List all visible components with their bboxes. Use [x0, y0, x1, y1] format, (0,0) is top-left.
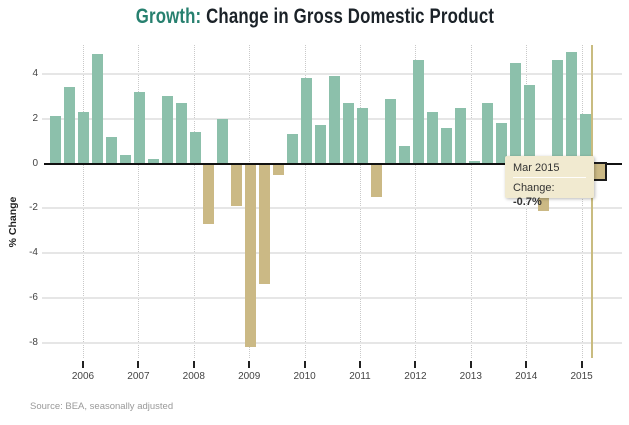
hover-crosshair-line [591, 45, 593, 358]
bar-jun-2012[interactable] [440, 127, 452, 164]
bar-jun-2014[interactable] [552, 60, 564, 164]
bar-mar-2011[interactable] [370, 163, 382, 198]
x-tick-2011 [359, 361, 361, 368]
bar-jun-2009[interactable] [273, 163, 285, 175]
bar-dec-2011[interactable] [412, 60, 424, 164]
bar-jun-2008[interactable] [217, 118, 229, 164]
bar-dec-2005[interactable] [77, 111, 89, 164]
year-gridline-2008 [193, 45, 195, 358]
bar-dec-2010[interactable] [356, 107, 368, 164]
year-gridline-2010 [304, 45, 306, 358]
bar-mar-2012[interactable] [426, 111, 438, 164]
x-tick-label-2014: 2014 [515, 371, 538, 382]
y-tick-label-0: 0 [32, 157, 38, 169]
x-tick-label-2010: 2010 [293, 371, 316, 382]
x-tick-label-2011: 2011 [349, 371, 371, 382]
bar-jun-2007[interactable] [161, 96, 173, 164]
x-tick-label-2009: 2009 [238, 371, 261, 382]
x-tick-2015 [580, 361, 583, 368]
bar-sep-2009[interactable] [287, 134, 299, 164]
y-tick-label-4: 4 [32, 67, 38, 79]
x-tick-2013 [469, 361, 472, 368]
bar-jun-2006[interactable] [105, 136, 117, 164]
bar-jun-2005[interactable] [50, 116, 61, 164]
tooltip-change-value: -0.7% [513, 196, 542, 208]
x-tick-2009 [248, 361, 251, 368]
bar-dec-2014[interactable] [580, 114, 592, 164]
year-gridline-2006 [83, 45, 84, 358]
x-tick-label-2012: 2012 [404, 371, 427, 382]
bar-jun-2011[interactable] [384, 98, 396, 164]
hover-tooltip: Mar 2015 Change: -0.7% [505, 156, 594, 208]
bar-sep-2007[interactable] [175, 103, 187, 164]
y-tick-label--4: -4 [29, 247, 38, 259]
gridline-y-4 [42, 72, 622, 75]
tooltip-divider [513, 177, 586, 178]
bar-sep-2012[interactable] [454, 107, 466, 164]
x-tick-2010 [303, 361, 306, 368]
y-tick-label-2: 2 [32, 112, 38, 124]
gridline-y--6 [42, 296, 622, 299]
year-gridline-2007 [138, 45, 140, 358]
bar-sep-2014[interactable] [566, 51, 578, 164]
x-tick-2012 [414, 361, 417, 368]
bar-mar-2010[interactable] [315, 125, 327, 164]
bar-mar-2015-highlighted[interactable] [592, 161, 608, 182]
year-gridline-2011 [360, 45, 361, 358]
zero-axis-line [44, 162, 622, 165]
year-gridline-2013 [470, 45, 472, 358]
bar-dec-2006[interactable] [133, 91, 145, 164]
bar-mar-2013[interactable] [482, 103, 494, 164]
tooltip-date: Mar 2015 [513, 162, 560, 174]
tooltip-change-label: Change: [513, 182, 555, 194]
gridline-y--8 [42, 341, 622, 344]
bar-sep-2013[interactable] [510, 62, 522, 164]
x-tick-label-2015: 2015 [570, 371, 593, 382]
bar-sep-2010[interactable] [342, 103, 354, 164]
bar-dec-2007[interactable] [189, 132, 201, 164]
x-tick-2007 [137, 361, 140, 368]
bar-sep-2008[interactable] [231, 163, 243, 207]
bar-dec-2012[interactable] [468, 161, 480, 164]
bar-dec-2008[interactable] [245, 163, 257, 348]
x-tick-2008 [192, 361, 195, 368]
y-tick-label--8: -8 [29, 336, 38, 348]
bar-mar-2008[interactable] [203, 163, 215, 224]
year-gridline-2015 [581, 45, 583, 358]
x-tick-label-2006: 2006 [71, 371, 95, 382]
bar-sep-2006[interactable] [119, 154, 131, 164]
year-gridline-2012 [415, 45, 417, 358]
bar-mar-2006[interactable] [91, 53, 103, 164]
gridline-y--4 [42, 252, 622, 255]
chart-title-rest: Change in Gross Domestic Product [200, 5, 494, 28]
x-tick-label-2013: 2013 [459, 371, 482, 382]
bar-mar-2007[interactable] [147, 159, 159, 164]
bar-dec-2013[interactable] [524, 85, 536, 164]
x-tick-label-2008: 2008 [182, 371, 205, 382]
bar-mar-2009[interactable] [259, 163, 271, 285]
x-tick-2014 [525, 361, 528, 368]
bar-sep-2011[interactable] [398, 145, 410, 164]
chart-title-text: Growth: Change in Gross Domestic Product [135, 5, 493, 29]
bar-dec-2009[interactable] [301, 78, 313, 164]
tooltip-change-line: Change: -0.7% [513, 181, 586, 209]
chart-title-highlight: Growth: [135, 5, 201, 28]
source-note: Source: BEA, seasonally adjusted [30, 401, 174, 412]
x-tick-2006 [82, 361, 84, 368]
gridline-y--2 [42, 207, 622, 210]
y-tick-label--2: -2 [29, 202, 38, 214]
bar-jun-2010[interactable] [329, 76, 340, 164]
year-gridline-2014 [526, 45, 528, 358]
bar-jun-2013[interactable] [496, 123, 508, 164]
bar-sep-2005[interactable] [63, 87, 75, 164]
chart-title: Growth: Change in Gross Domestic Product [0, 5, 629, 29]
y-tick-label--6: -6 [29, 291, 38, 303]
x-tick-label-2007: 2007 [127, 371, 150, 382]
